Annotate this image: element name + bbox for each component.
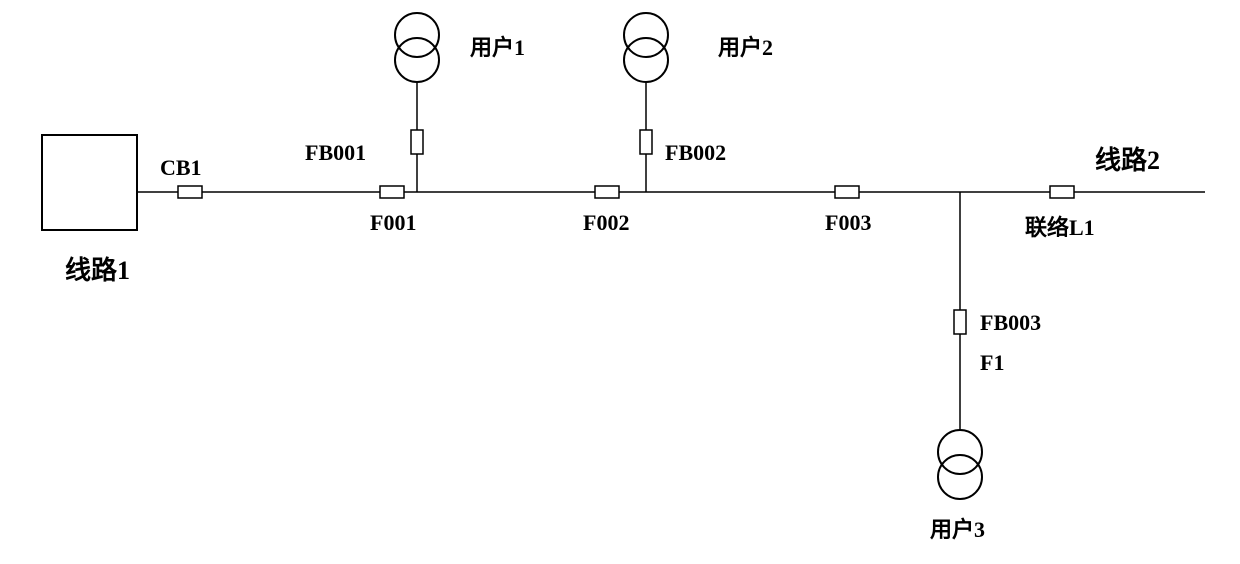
label-f003: F003 [825,210,871,236]
fb003-switch [954,310,966,334]
label-f001: F001 [370,210,416,236]
label-fb001: FB001 [305,140,366,166]
l1-switch [1050,186,1074,198]
label-fb002: FB002 [665,140,726,166]
label-f1: F1 [980,350,1004,376]
f002-switch [595,186,619,198]
label-user2: 用户2 [718,30,773,62]
transformer2-bottom [624,38,668,82]
circuit-svg [0,0,1240,564]
label-line2: 线路2 [1095,140,1160,177]
label-user1: 用户1 [470,30,525,62]
label-user3: 用户3 [930,512,985,544]
transformer1-top [395,13,439,57]
cb1-switch [178,186,202,198]
transformer1-bottom [395,38,439,82]
source-box [42,135,137,230]
fb001-switch [411,130,423,154]
transformer2-top [624,13,668,57]
fb002-switch [640,130,652,154]
label-fb003: FB003 [980,310,1041,336]
transformer3-bottom [938,455,982,499]
circuit-diagram: 线路1 线路2 CB1 F001 F002 F003 FB001 FB002 F… [0,0,1240,564]
transformer3-top [938,430,982,474]
f001-switch [380,186,404,198]
label-f002: F002 [583,210,629,236]
f003-switch [835,186,859,198]
label-tie-l1: 联络L1 [1025,210,1095,242]
label-cb1: CB1 [160,155,202,181]
label-line1: 线路1 [65,250,130,287]
